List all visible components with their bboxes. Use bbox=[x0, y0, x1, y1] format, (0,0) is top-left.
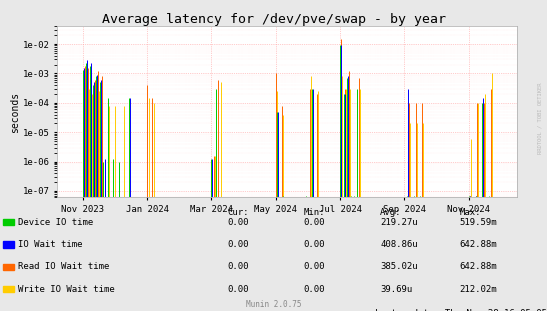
Text: 642.88m: 642.88m bbox=[459, 262, 497, 271]
Text: 39.69u: 39.69u bbox=[380, 285, 412, 294]
Text: Munin 2.0.75: Munin 2.0.75 bbox=[246, 300, 301, 309]
Text: 519.59m: 519.59m bbox=[459, 218, 497, 226]
Text: 0.00: 0.00 bbox=[304, 240, 325, 249]
Text: 212.02m: 212.02m bbox=[459, 285, 497, 294]
Text: 642.88m: 642.88m bbox=[459, 240, 497, 249]
Text: Average latency for /dev/pve/swap - by year: Average latency for /dev/pve/swap - by y… bbox=[102, 13, 445, 26]
Text: IO Wait time: IO Wait time bbox=[18, 240, 83, 249]
Text: 385.02u: 385.02u bbox=[380, 262, 418, 271]
Text: 0.00: 0.00 bbox=[304, 285, 325, 294]
Text: Min:: Min: bbox=[304, 208, 325, 217]
Text: Last update: Thu Nov 28 16:05:05 2024: Last update: Thu Nov 28 16:05:05 2024 bbox=[375, 309, 547, 311]
Text: 0.00: 0.00 bbox=[227, 285, 248, 294]
Text: RRDTOOL / TOBI OETIKER: RRDTOOL / TOBI OETIKER bbox=[538, 82, 543, 154]
Text: 0.00: 0.00 bbox=[304, 262, 325, 271]
Text: Read IO Wait time: Read IO Wait time bbox=[18, 262, 109, 271]
Text: Device IO time: Device IO time bbox=[18, 218, 94, 226]
Text: Write IO Wait time: Write IO Wait time bbox=[18, 285, 115, 294]
Text: 408.86u: 408.86u bbox=[380, 240, 418, 249]
Text: Cur:: Cur: bbox=[227, 208, 248, 217]
Text: 0.00: 0.00 bbox=[304, 218, 325, 226]
Text: 219.27u: 219.27u bbox=[380, 218, 418, 226]
Text: 0.00: 0.00 bbox=[227, 218, 248, 226]
Text: 0.00: 0.00 bbox=[227, 262, 248, 271]
Text: Max:: Max: bbox=[459, 208, 481, 217]
Y-axis label: seconds: seconds bbox=[10, 91, 20, 132]
Text: 0.00: 0.00 bbox=[227, 240, 248, 249]
Text: Avg:: Avg: bbox=[380, 208, 401, 217]
